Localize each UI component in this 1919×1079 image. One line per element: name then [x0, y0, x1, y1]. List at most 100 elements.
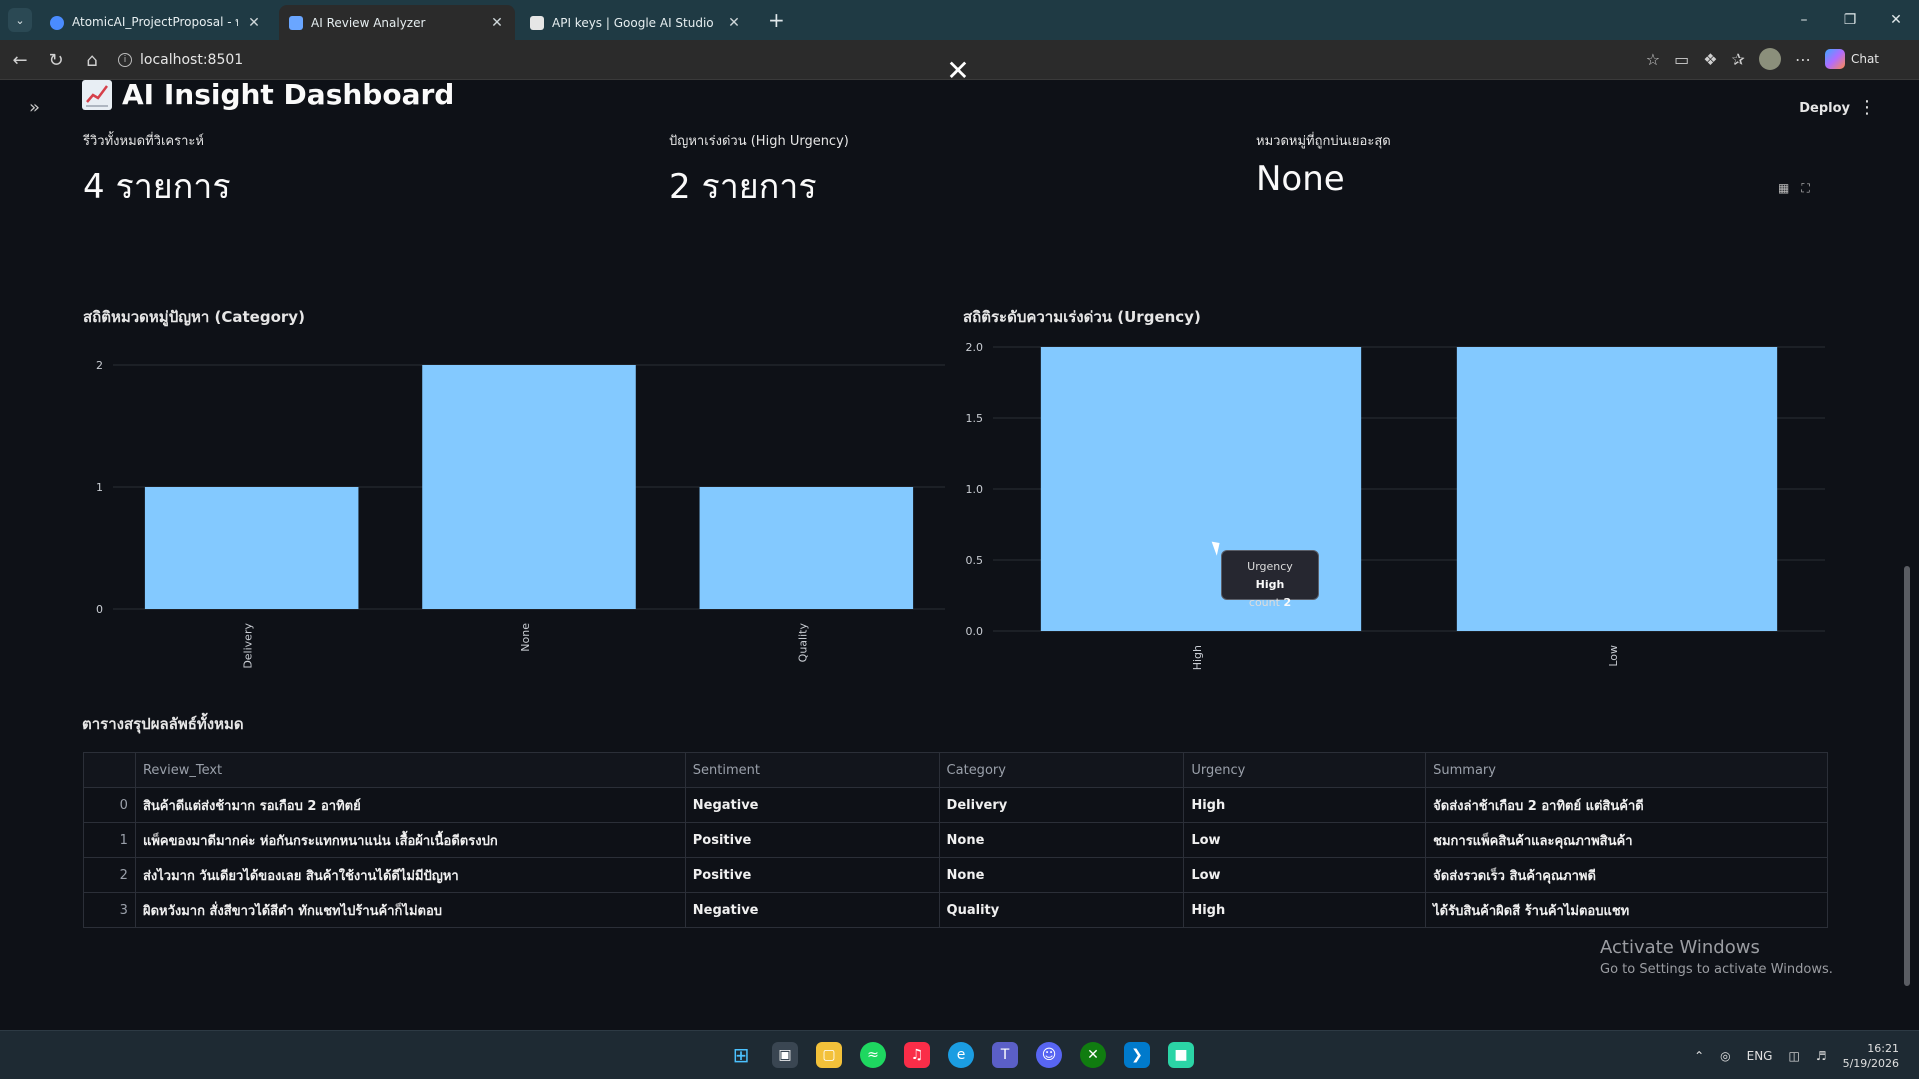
tab-title: API keys | Google AI Studio: [552, 15, 714, 30]
summary-cell[interactable]: ได้รับสินค้าผิดสี ร้านค้าไม่ตอบแชท: [1425, 892, 1828, 928]
system-tray: ⌃ ◎ ENG ◫ ♬ 16:21 5/19/2026: [1694, 1041, 1899, 1071]
copilot-chat-button[interactable]: Chat: [1824, 49, 1879, 69]
x-tick-label: Quality: [796, 623, 809, 663]
reload-icon[interactable]: ↻: [48, 49, 64, 71]
category-bar-chart[interactable]: 0 1 2 Delivery None Quality: [83, 345, 953, 685]
sentiment-cell[interactable]: Positive: [684, 857, 940, 893]
main-menu-icon[interactable]: ⋮: [1858, 97, 1876, 118]
results-table[interactable]: Review_Text Sentiment Category Urgency S…: [83, 752, 1828, 928]
urgency-cell[interactable]: Low: [1183, 822, 1427, 858]
close-icon[interactable]: ✕: [248, 14, 260, 31]
sentiment-cell[interactable]: Negative: [684, 787, 940, 823]
home-icon[interactable]: ⌂: [86, 49, 98, 71]
tooltip-key: count: [1248, 596, 1280, 609]
teams-icon[interactable]: T: [992, 1042, 1018, 1068]
windows-taskbar: ⊞ ▣ ▢ ≈ ♫ e T ☺ ✕ ❯ ■ ⌃ ◎ ENG ◫ ♬ 16:21 …: [0, 1030, 1919, 1079]
row-index: 1: [83, 822, 136, 858]
fullscreen-icon[interactable]: ⛶: [1801, 181, 1810, 195]
tab-ai-review-analyzer[interactable]: AI Review Analyzer ✕: [279, 5, 515, 40]
start-windows-icon[interactable]: ⊞: [732, 1043, 750, 1067]
scrollbar[interactable]: [1904, 566, 1910, 986]
metric-total-reviews: รีวิวทั้งหมดที่วิเคราะห์ 4 รายการ: [83, 130, 231, 213]
review-text-cell[interactable]: สินค้าดีแต่ส่งช้ามาก รอเกือบ 2 อาทิตย์: [134, 787, 686, 823]
url-field[interactable]: i localhost:8501: [118, 48, 243, 72]
category-cell[interactable]: Quality: [938, 892, 1185, 928]
tooltip-key: Urgency: [1247, 560, 1293, 573]
new-tab-plus-icon[interactable]: +: [768, 8, 785, 32]
tray-chevron-icon[interactable]: ⌃: [1694, 1049, 1705, 1063]
spotify-icon[interactable]: ≈: [860, 1042, 886, 1068]
minimize-icon[interactable]: –: [1800, 12, 1808, 28]
column-header[interactable]: Review_Text: [134, 752, 686, 788]
close-icon[interactable]: ✕: [491, 14, 503, 31]
table-row: 1 แพ็คของมาดีมากค่ะ ห่อกันกระแทกหนาแน่น …: [83, 822, 1828, 858]
browser-toolbar: ☆ ▭ ❖ ✰ ⋯ Chat: [1646, 48, 1879, 70]
metric-label: รีวิวทั้งหมดที่วิเคราะห์: [83, 134, 204, 149]
bar-delivery[interactable]: [144, 487, 359, 609]
review-text-cell[interactable]: แพ็คของมาดีมากค่ะ ห่อกันกระแทกหนาแน่น เส…: [134, 822, 686, 858]
bar-quality[interactable]: [699, 487, 914, 609]
review-text-cell[interactable]: ผิดหวังมาก สั่งสีขาวได้สีดำ ทักแชทไปร้าน…: [134, 892, 686, 928]
urgency-chart-title: สถิติระดับความเร่งด่วน (Urgency): [963, 308, 1201, 326]
sentiment-cell[interactable]: Positive: [684, 822, 940, 858]
window-controls: – ❐ ✕: [1781, 0, 1919, 40]
category-cell[interactable]: None: [938, 857, 1185, 893]
sentiment-cell[interactable]: Negative: [684, 892, 940, 928]
address-bar: ← ↻ ⌂ i localhost:8501 ☆ ▭ ❖ ✰ ⋯ Chat: [0, 40, 1919, 80]
y-tick-label: 0.0: [966, 625, 984, 638]
deploy-button[interactable]: Deploy: [1799, 101, 1850, 116]
volume-icon[interactable]: ♬: [1815, 1049, 1827, 1063]
profile-avatar[interactable]: [1758, 48, 1781, 70]
back-arrow-icon[interactable]: ←: [12, 49, 28, 71]
music-icon[interactable]: ♫: [904, 1042, 930, 1068]
bar-none[interactable]: [422, 365, 636, 609]
watermark-line2: Go to Settings to activate Windows.: [1600, 962, 1833, 977]
urgency-cell[interactable]: High: [1183, 892, 1427, 928]
category-cell[interactable]: Delivery: [938, 787, 1185, 823]
file-explorer-icon[interactable]: ▢: [816, 1042, 842, 1068]
close-icon[interactable]: ✕: [728, 14, 740, 31]
language-indicator[interactable]: ENG: [1746, 1049, 1773, 1063]
tab-project-proposal[interactable]: AtomicAI_ProjectProposal - พรีเซน ✕: [40, 5, 272, 40]
tab-google-ai-studio[interactable]: API keys | Google AI Studio ✕: [520, 5, 752, 40]
sidebar-expand-icon[interactable]: »: [29, 97, 41, 118]
column-header[interactable]: Urgency: [1183, 752, 1427, 788]
favorites-icon[interactable]: ✰: [1731, 49, 1745, 69]
metric-top-category: หมวดหมู่ที่ถูกบ่นเยอะสุด None: [1256, 130, 1391, 199]
tab-favicon-icon: [530, 15, 544, 30]
extension-icon[interactable]: ▭: [1674, 49, 1690, 69]
column-header[interactable]: [83, 752, 136, 788]
site-info-icon[interactable]: i: [118, 53, 132, 67]
column-header[interactable]: Category: [938, 752, 1185, 788]
network-icon[interactable]: ◫: [1788, 1049, 1800, 1063]
tab-list-chevron-icon[interactable]: ⌄: [8, 8, 32, 32]
microphone-icon[interactable]: ◎: [1720, 1049, 1731, 1063]
summary-cell[interactable]: จัดส่งรวดเร็ว สินค้าคุณภาพดี: [1425, 857, 1828, 893]
xbox-icon[interactable]: ✕: [1080, 1042, 1106, 1068]
column-header[interactable]: Summary: [1425, 752, 1828, 788]
window-close-icon[interactable]: ✕: [1890, 12, 1902, 28]
bar-low[interactable]: [1456, 347, 1778, 631]
clock[interactable]: 16:21 5/19/2026: [1843, 1041, 1899, 1071]
column-header[interactable]: Sentiment: [684, 752, 940, 788]
vscode-icon[interactable]: ❯: [1124, 1042, 1150, 1068]
summary-cell[interactable]: ชมการแพ็คสินค้าและคุณภาพสินค้า: [1425, 822, 1828, 858]
category-cell[interactable]: None: [938, 822, 1185, 858]
review-text-cell[interactable]: ส่งไวมาก วันเดียวได้ของเลย สินค้าใช้งานไ…: [134, 857, 686, 893]
edge-browser-icon[interactable]: e: [948, 1042, 974, 1068]
overlay-close-icon[interactable]: ✕: [946, 53, 970, 87]
task-view-icon[interactable]: ▣: [772, 1042, 798, 1068]
table-row: 0 สินค้าดีแต่ส่งช้ามาก รอเกือบ 2 อาทิตย์…: [83, 787, 1828, 823]
urgency-cell[interactable]: Low: [1183, 857, 1427, 893]
discord-icon[interactable]: ☺: [1036, 1042, 1062, 1068]
more-menu-icon[interactable]: ⋯: [1794, 49, 1811, 69]
restore-icon[interactable]: ❐: [1843, 12, 1857, 28]
urgency-bar-chart[interactable]: 0.0 0.5 1.0 1.5 2.0 High Low: [963, 337, 1833, 685]
app-icon[interactable]: ■: [1168, 1042, 1194, 1068]
summary-cell[interactable]: จัดส่งล่าช้าเกือบ 2 อาทิตย์ แต่สินค้าดี: [1425, 787, 1828, 823]
table-view-icon[interactable]: ▦: [1778, 181, 1790, 195]
urgency-cell[interactable]: High: [1183, 787, 1427, 823]
tooltip-value: 2: [1283, 596, 1292, 609]
puzzle-icon[interactable]: ❖: [1703, 49, 1718, 69]
star-icon[interactable]: ☆: [1645, 49, 1661, 69]
